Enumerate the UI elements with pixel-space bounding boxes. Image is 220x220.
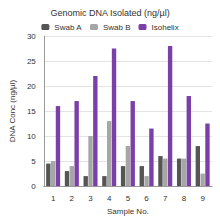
svg-text:DNA Conc (ng/µl): DNA Conc (ng/µl): [8, 80, 17, 143]
svg-text:1: 1: [51, 194, 56, 203]
svg-text:20: 20: [27, 82, 36, 91]
svg-text:Sample No.: Sample No.: [107, 207, 149, 216]
svg-text:Swab A: Swab A: [54, 23, 82, 32]
svg-text:25: 25: [27, 57, 36, 66]
svg-text:Isohelix: Isohelix: [152, 23, 179, 32]
svg-text:9: 9: [200, 194, 205, 203]
svg-text:15: 15: [27, 107, 36, 116]
svg-text:5: 5: [31, 157, 36, 166]
svg-text:4: 4: [107, 194, 112, 203]
svg-text:6: 6: [144, 194, 149, 203]
svg-text:5: 5: [126, 194, 131, 203]
svg-text:2: 2: [70, 194, 75, 203]
svg-text:3: 3: [88, 194, 93, 203]
svg-text:10: 10: [27, 132, 36, 141]
svg-text:0: 0: [31, 182, 36, 191]
svg-text:30: 30: [27, 32, 36, 41]
svg-text:7: 7: [163, 194, 168, 203]
svg-text:Genomic DNA Isolated (ng/µl): Genomic DNA Isolated (ng/µl): [50, 8, 169, 18]
svg-text:8: 8: [182, 194, 187, 203]
svg-text:Swab B: Swab B: [103, 23, 131, 32]
